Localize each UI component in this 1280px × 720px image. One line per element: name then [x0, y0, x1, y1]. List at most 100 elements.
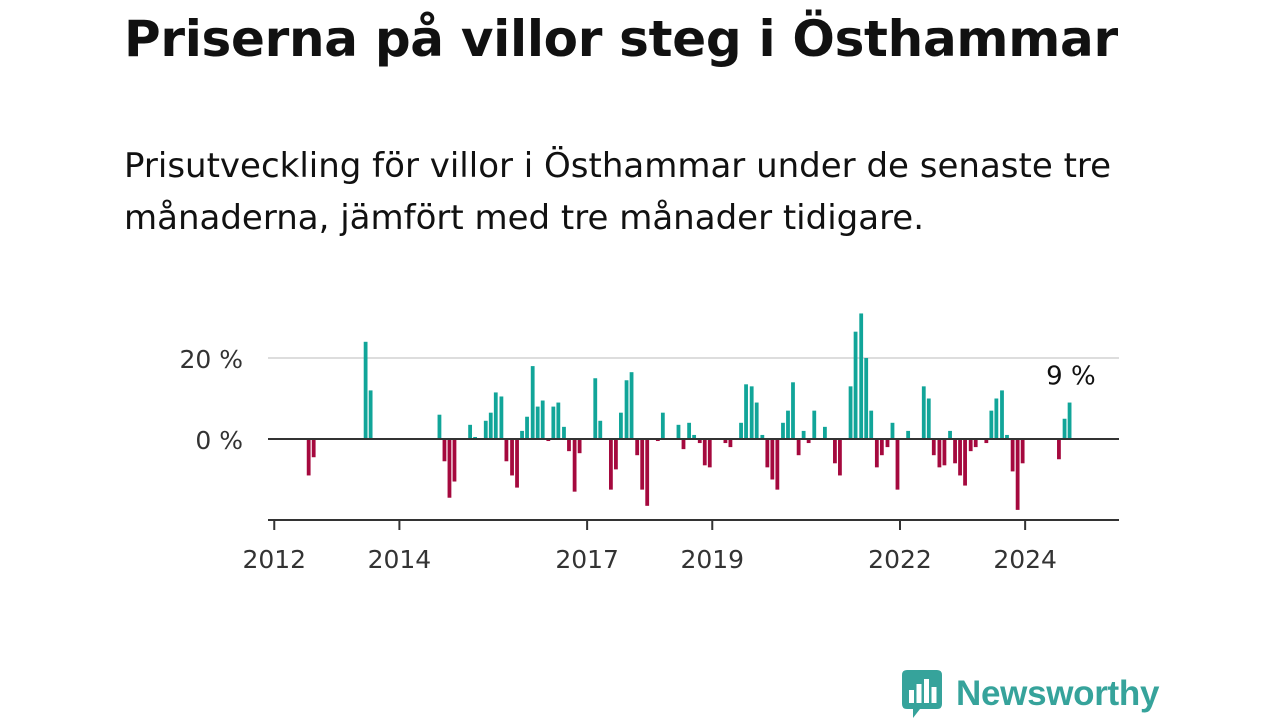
- bar: [368, 390, 373, 439]
- bar: [510, 439, 514, 476]
- bar: [629, 372, 634, 439]
- bar: [723, 439, 728, 444]
- bar: [994, 398, 999, 439]
- bar: [781, 422, 785, 439]
- x-tick-label: 2024: [993, 545, 1057, 574]
- x-tick-label: 2022: [868, 545, 932, 574]
- page-title: Priserna på villor steg i Östhammar: [124, 10, 1118, 68]
- bar: [806, 439, 811, 444]
- bar: [363, 341, 368, 439]
- bar: [838, 439, 842, 476]
- bar: [744, 384, 748, 439]
- bar: [853, 331, 858, 439]
- bar: [823, 426, 827, 439]
- bar: [609, 439, 613, 490]
- bar: [1010, 439, 1015, 472]
- bar: [515, 439, 519, 488]
- bar: [869, 410, 874, 439]
- bar: [953, 439, 957, 464]
- bar: [728, 439, 733, 448]
- x-tick-label: 2014: [368, 545, 432, 574]
- bar: [692, 434, 697, 439]
- bar: [614, 439, 618, 470]
- bar: [937, 439, 942, 468]
- bar: [655, 439, 660, 442]
- bar: [577, 439, 582, 454]
- bar: [551, 406, 556, 439]
- chart-subtitle: Prisutveckling för villor i Östhammar un…: [124, 146, 1112, 238]
- bar: [447, 439, 452, 498]
- x-tick-label: 2019: [680, 545, 744, 574]
- bar: [989, 410, 994, 439]
- bar: [968, 439, 973, 452]
- y-axis-ticks: 0 % 20 %: [179, 345, 243, 455]
- bar: [442, 439, 447, 462]
- bar: [948, 430, 952, 439]
- x-tick-label: 2017: [555, 545, 619, 574]
- bar: [488, 412, 493, 439]
- bar: [567, 439, 571, 452]
- bar: [963, 439, 967, 486]
- bar: [812, 410, 817, 439]
- bar: [437, 414, 442, 439]
- bar: [895, 439, 900, 490]
- bar: [707, 439, 712, 468]
- bar: [906, 430, 911, 439]
- bar: [1057, 439, 1061, 460]
- bar: [645, 439, 650, 506]
- bar: [801, 430, 806, 439]
- bar: [754, 402, 759, 439]
- bar: [1062, 418, 1067, 439]
- x-axis: 2012 2014 2017 2019 2022 2024: [242, 519, 1119, 574]
- latest-value-label: 9 %: [1046, 362, 1096, 392]
- bar: [546, 439, 551, 442]
- bar: [452, 439, 457, 482]
- bar: [1015, 439, 1020, 510]
- bar: [791, 382, 795, 439]
- bar: [765, 439, 770, 468]
- bar: [306, 439, 311, 476]
- bar: [984, 439, 989, 444]
- bar: [311, 439, 316, 458]
- bar: [926, 398, 931, 439]
- bar: [796, 439, 801, 456]
- bar: [859, 313, 864, 439]
- x-tick-label: 2012: [242, 545, 306, 574]
- bar: [749, 386, 754, 439]
- bar: [885, 439, 890, 448]
- bar: [931, 439, 936, 456]
- bar: [1067, 402, 1072, 439]
- bar: [562, 426, 566, 439]
- bar: [890, 422, 895, 439]
- y-tick-label: 20 %: [179, 345, 243, 374]
- bar: [593, 378, 598, 439]
- bar: [848, 386, 853, 439]
- bar: [535, 406, 540, 439]
- bar: [921, 386, 926, 439]
- bar: [770, 439, 775, 480]
- bar: [786, 410, 790, 439]
- bar: [483, 420, 488, 439]
- bar: [739, 422, 743, 439]
- bar: [660, 412, 665, 439]
- bar: [619, 412, 623, 439]
- bar: [530, 366, 535, 439]
- bar: [520, 430, 524, 439]
- bar: [499, 396, 504, 439]
- bar: [760, 434, 765, 439]
- bar: [833, 439, 837, 464]
- bar: [864, 358, 869, 439]
- bar: [493, 392, 498, 439]
- bar: [958, 439, 962, 476]
- newsworthy-logo-icon: [902, 670, 942, 718]
- bar: [973, 439, 978, 448]
- bar: [556, 402, 561, 439]
- bar: [572, 439, 577, 492]
- bar: [874, 439, 879, 468]
- bar: [598, 420, 603, 439]
- bar: [681, 439, 686, 450]
- bar: [702, 439, 707, 466]
- bar: [540, 400, 545, 439]
- bar: [775, 439, 780, 490]
- bar: [1000, 390, 1004, 439]
